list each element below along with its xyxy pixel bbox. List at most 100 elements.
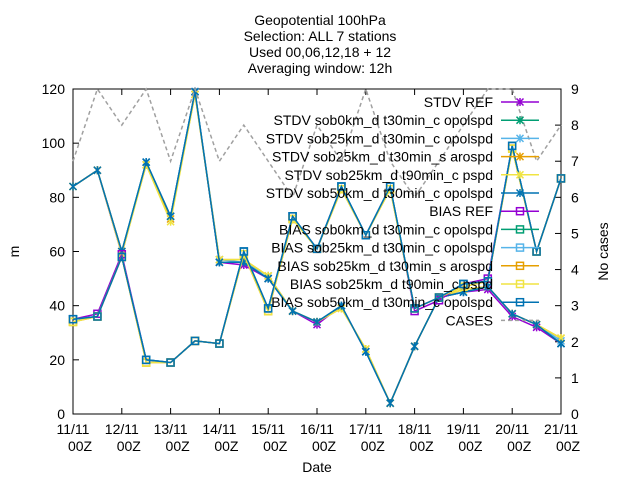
y2-tick-label: 2	[571, 334, 579, 350]
data-point	[93, 166, 102, 175]
x-tick-label-hour: 00Z	[556, 438, 581, 454]
axes: 020406080100120012345678911/1100Z12/1100…	[42, 81, 581, 454]
x-tick-label-date: 16/11	[300, 421, 334, 437]
title-line: Geopotential 100hPa	[254, 12, 386, 28]
data-point	[166, 212, 175, 221]
data-point	[410, 304, 419, 313]
legend-item: STDV sob25km_d t30min_c opolspd	[266, 130, 539, 146]
legend-item: STDV sob25km_d t90min_c pspd	[284, 167, 539, 183]
x-tick-label-hour: 00Z	[458, 438, 483, 454]
legend-marker	[515, 134, 525, 143]
y-tick-label: 0	[57, 406, 65, 422]
data-point	[142, 158, 151, 167]
x-tick-label-hour: 00Z	[507, 438, 532, 454]
legend-label: STDV REF	[424, 94, 493, 110]
data-point	[312, 317, 322, 326]
data-point	[556, 339, 566, 348]
data-point	[263, 304, 273, 313]
data-point	[288, 307, 297, 316]
legend-item: STDV sob0km_d t30min_c opolspd	[274, 112, 539, 128]
legend-marker	[515, 297, 525, 307]
y2-tick-label: 7	[571, 153, 579, 169]
data-point	[215, 339, 224, 348]
data-point	[337, 182, 346, 191]
legend-item: STDV sob25km_d t30min_s arospd	[272, 149, 539, 165]
legend-label: BIAS sob0km_d t30min_c opolspd	[279, 221, 493, 237]
data-point	[141, 355, 151, 365]
x-tick-label-hour: 00Z	[263, 438, 288, 454]
data-point	[483, 277, 493, 286]
data-point	[215, 258, 224, 267]
data-point	[410, 342, 419, 351]
y2-tick-label: 4	[571, 262, 579, 278]
series-12	[72, 86, 562, 199]
data-point	[434, 293, 444, 302]
data-point	[507, 141, 517, 151]
y2-axis-label: No cases	[595, 222, 611, 280]
legend-marker	[515, 206, 525, 216]
legend-item: BIAS sob25km_d t90min_c pspd	[290, 276, 539, 292]
legend-label: BIAS REF	[429, 203, 493, 219]
series-11	[68, 141, 566, 367]
series-line	[72, 145, 562, 364]
data-point	[385, 182, 395, 191]
y2-tick-label: 5	[571, 225, 579, 241]
x-tick-label-date: 17/11	[349, 421, 383, 437]
legend-marker	[515, 225, 525, 234]
data-point	[386, 399, 395, 408]
legend-label: BIAS sob25km_d t90min_c pspd	[290, 276, 493, 292]
legend-marker	[515, 279, 525, 289]
legend-item: STDV REF	[424, 94, 539, 110]
legend-marker	[515, 152, 525, 161]
legend-item: BIAS sob0km_d t30min_c opolspd	[279, 221, 539, 237]
y-tick-label: 60	[49, 244, 65, 260]
data-point	[361, 347, 370, 356]
x-tick-label-date: 20/11	[495, 421, 529, 437]
data-point	[459, 279, 468, 289]
series-line	[72, 86, 562, 199]
legend-item: BIAS sob50km_d t30min_c opolspd	[271, 294, 539, 310]
data-point	[117, 252, 127, 262]
series-layer	[68, 86, 566, 408]
legend-label: BIAS sob50km_d t30min_c opolspd	[271, 294, 493, 310]
legend-item: BIAS sob25km_d t30min_c opolspd	[271, 240, 539, 256]
y2-tick-label: 0	[571, 406, 579, 422]
data-point	[68, 182, 78, 191]
legend-label: STDV sob50km_d t30min_c opolspd	[266, 185, 493, 201]
data-point	[312, 244, 322, 254]
x-tick-label-date: 12/11	[105, 421, 139, 437]
y2-tick-label: 9	[571, 81, 579, 97]
x-tick-label-hour: 00Z	[312, 438, 337, 454]
x-tick-label-hour: 00Z	[214, 438, 239, 454]
legend-label: STDV sob25km_d t90min_c pspd	[284, 167, 493, 183]
y-axis-label: m	[6, 246, 22, 258]
legend: STDV REF STDV sob0km_d t30min_c opolspd ST…	[266, 94, 539, 328]
x-tick-label-date: 11/11	[57, 421, 90, 437]
y2-tick-label: 8	[571, 117, 579, 133]
y-tick-label: 100	[42, 135, 66, 151]
legend-item: BIAS REF	[429, 203, 539, 219]
x-tick-label-date: 14/11	[202, 421, 236, 437]
data-point	[508, 309, 517, 318]
x-axis-label: Date	[302, 459, 332, 475]
legend-label: BIAS sob25km_d t30min_s arospd	[277, 258, 493, 274]
data-point	[532, 320, 541, 329]
x-tick-label-date: 21/11	[544, 421, 578, 437]
data-point	[361, 231, 371, 240]
x-tick-label-hour: 00Z	[117, 438, 142, 454]
data-point	[556, 174, 566, 183]
title-line: Used 00,06,12,18 + 12	[249, 44, 391, 60]
legend-marker	[515, 261, 525, 271]
data-point	[68, 314, 78, 324]
data-point	[190, 336, 200, 346]
data-point	[288, 212, 297, 221]
legend-marker	[515, 116, 525, 125]
y-tick-label: 40	[49, 298, 65, 314]
x-tick-label-hour: 00Z	[361, 438, 386, 454]
y2-tick-label: 1	[571, 370, 579, 386]
y-tick-label: 80	[49, 189, 65, 205]
data-point	[337, 301, 346, 310]
